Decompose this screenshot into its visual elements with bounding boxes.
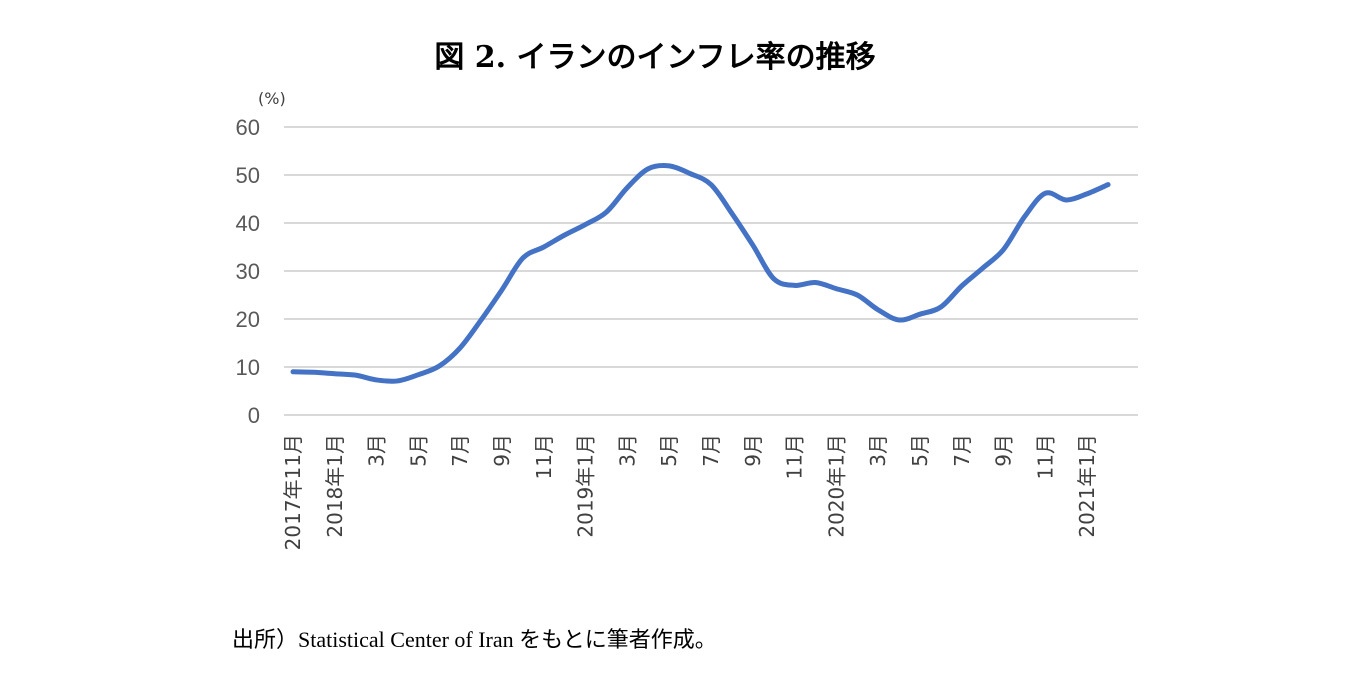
x-tick-label: 5月: [657, 434, 681, 467]
gridlines: [284, 126, 1138, 416]
x-tick-label: 9月: [741, 434, 765, 467]
x-tick-label: 5月: [406, 434, 430, 467]
x-tick-label: 9月: [992, 434, 1016, 467]
chart-title: 図 2. イランのインフレ率の推移: [434, 40, 876, 75]
source-note: 出所）Statistical Center of Iran をもとに筆者作成。: [232, 627, 717, 652]
x-tick-label: 11月: [783, 434, 807, 479]
x-tick-label: 2019年1月: [574, 434, 598, 538]
y-tick-label: 50: [236, 163, 260, 188]
x-tick-label: 3月: [866, 434, 890, 467]
x-tick-label: 2017年11月: [281, 434, 305, 550]
y-tick-label: 0: [248, 403, 260, 428]
x-tick-label: 3月: [365, 434, 389, 467]
x-tick-label: 7月: [699, 434, 723, 467]
y-tick-label: 20: [236, 307, 260, 332]
y-tick-label: 60: [236, 115, 260, 140]
y-axis-ticks: 0 10 20 30 40 50 60: [236, 115, 260, 428]
y-tick-label: 40: [236, 211, 260, 236]
y-axis-unit: (%): [258, 89, 286, 108]
inflation-series-line: [290, 162, 1111, 384]
x-axis-ticks: 2017年11月 2018年1月 3月 5月 7月 9月 11月 2019年1月 3月 5月 7月 9…: [281, 434, 1099, 550]
y-tick-label: 10: [236, 355, 260, 380]
x-tick-label: 2020年1月: [824, 434, 848, 538]
x-tick-label: 11月: [1033, 434, 1057, 479]
x-tick-label: 11月: [532, 434, 556, 479]
x-tick-label: 2021年1月: [1075, 434, 1099, 538]
x-tick-label: 3月: [615, 434, 639, 467]
y-tick-label: 30: [236, 259, 260, 284]
x-tick-label: 7月: [448, 434, 472, 467]
x-tick-label: 2018年1月: [323, 434, 347, 538]
x-tick-label: 7月: [950, 434, 974, 467]
x-tick-label: 5月: [908, 434, 932, 467]
x-tick-label: 9月: [490, 434, 514, 467]
